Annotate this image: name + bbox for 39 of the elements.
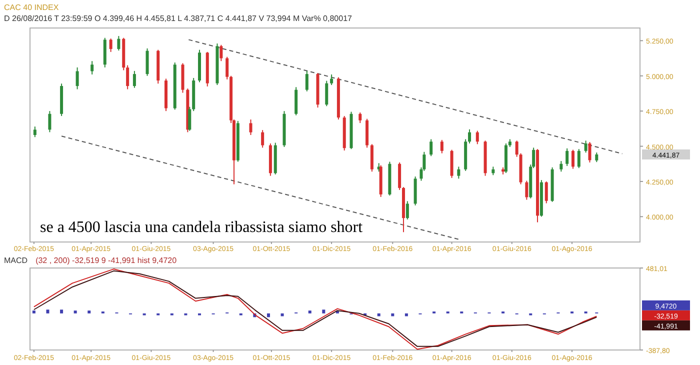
candlestick (468, 128, 472, 144)
candlestick (48, 110, 52, 133)
candlestick (330, 74, 334, 86)
candlestick (109, 38, 112, 52)
candlestick (544, 180, 548, 204)
annotation: se a 4500 lascia una candela ribassista siamo short (40, 219, 364, 236)
candlestick (325, 80, 328, 107)
candlestick (146, 48, 149, 76)
candlestick (33, 126, 36, 138)
candlestick (440, 139, 444, 154)
candlestick (430, 138, 433, 157)
candlestick (584, 140, 588, 154)
candlestick (261, 130, 264, 148)
candlestick (525, 180, 528, 200)
candlestick (249, 119, 252, 136)
candlestick (476, 130, 479, 145)
candlestick (226, 56, 229, 80)
candlestick (90, 60, 94, 75)
candlestick (406, 200, 409, 220)
candlestick (515, 140, 518, 158)
candlestick (457, 166, 460, 180)
candlestick (566, 148, 569, 166)
candlestick (76, 66, 79, 90)
candlestick (595, 152, 598, 163)
candlestick (588, 142, 592, 163)
candlestick (358, 112, 362, 124)
candlestick (132, 70, 136, 88)
candlestick (117, 36, 120, 52)
candlestick (571, 149, 574, 170)
candlestick (305, 70, 308, 92)
chart-title: CAC 40 INDEX (4, 3, 60, 12)
chart-subtitle: (32 , 200) -32,519 9 -41,991 hist 9,4720 (36, 256, 178, 265)
chart-title: MACD (4, 256, 28, 265)
candlestick (577, 148, 580, 169)
chart-subtitle: D 26/08/2016 T 23:59:59 O 4.399,46 H 4.455,81 L 4.387,71 C 4.441,87 V 73,994 M Var% 0,80017 (4, 14, 353, 23)
candlestick (188, 106, 192, 132)
candlestick (220, 44, 223, 62)
candlestick (126, 64, 130, 90)
candlestick (560, 160, 563, 172)
